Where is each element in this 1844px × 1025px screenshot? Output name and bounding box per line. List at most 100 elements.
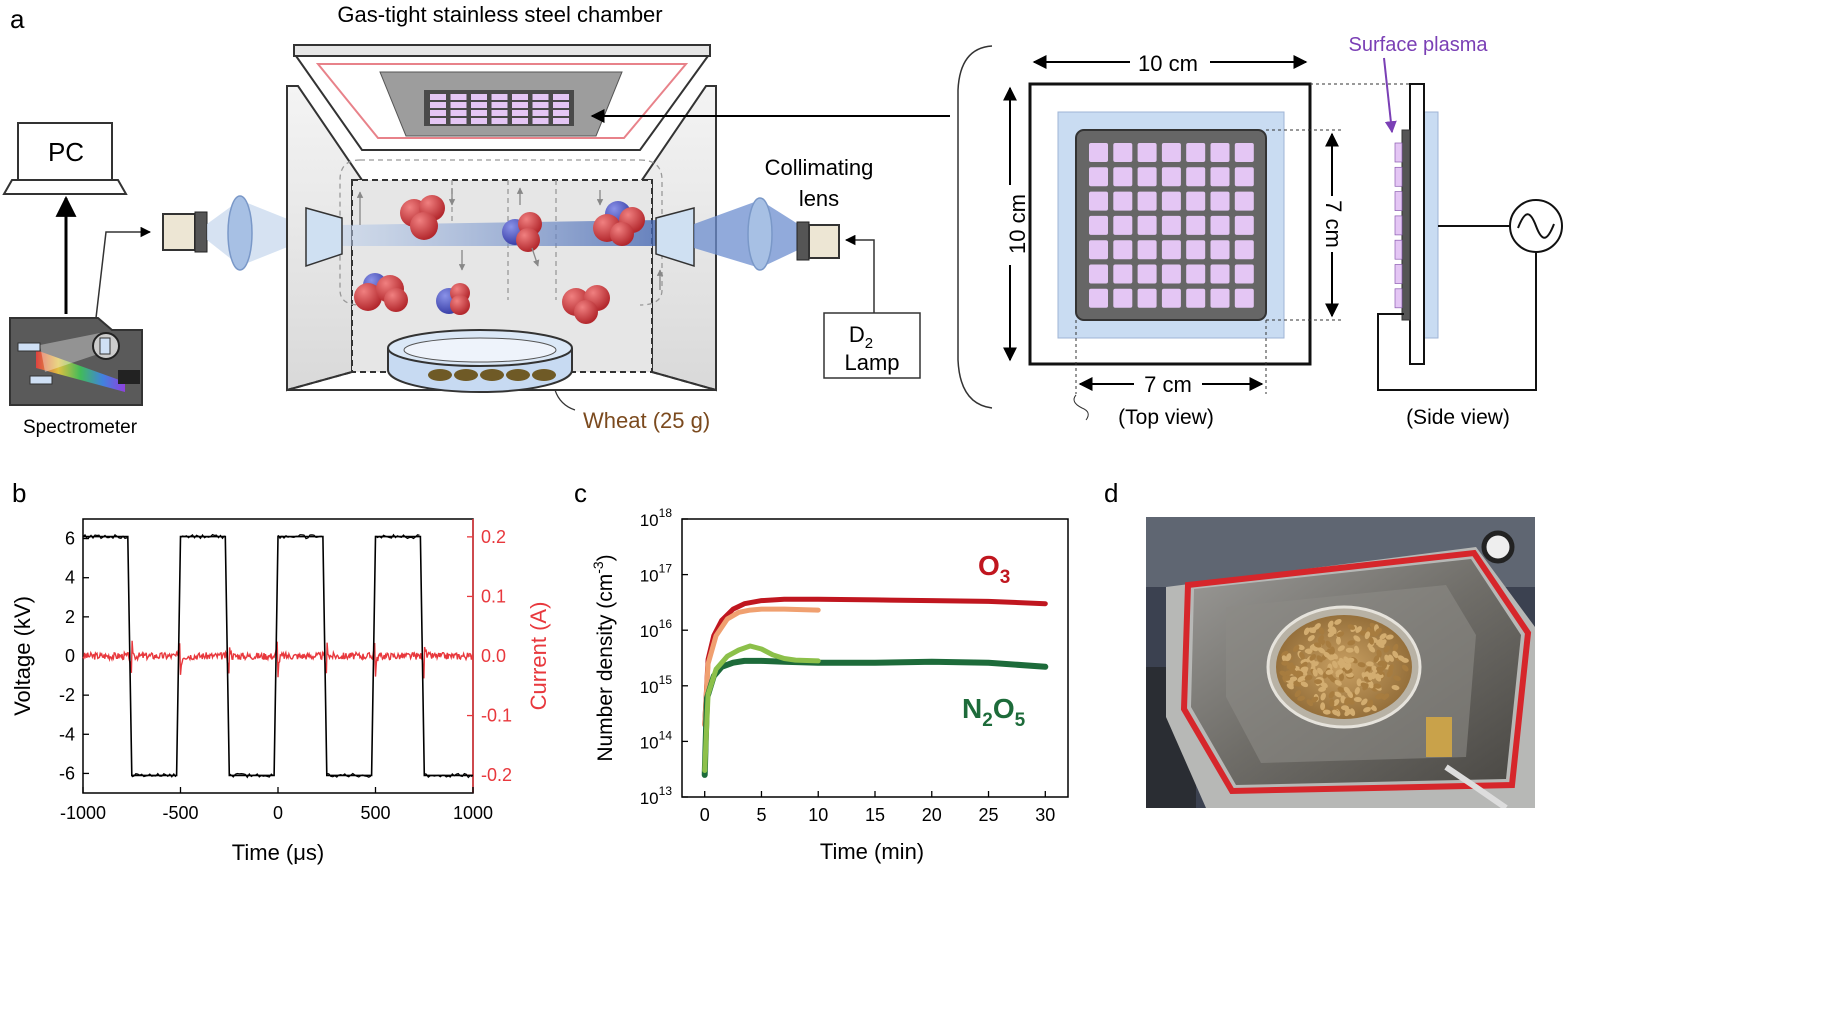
pc-label: PC [48,137,84,167]
grain [1353,635,1361,642]
grain [1353,645,1360,654]
side-plasma-cell [1394,191,1403,211]
d2-lamp-box [823,312,921,379]
collimating-lens-label-2: lens [799,186,839,211]
grain [1383,645,1390,653]
y-right-tick-label: -0.1 [481,706,512,726]
grain [1317,647,1326,654]
panel-a: a PC Spectrometer [2,2,1563,438]
lid-plasma-cell [491,118,508,124]
grain [1303,627,1310,636]
grain [1306,699,1314,707]
panel-c-plot-frame [681,518,1069,798]
voltage-plateau-noise [180,533,225,540]
grain [1290,669,1298,676]
lid-plasma-cell [512,110,528,116]
panel-b-ylabel-left: Voltage (kV) [10,596,35,716]
x-tick-label: 0 [700,805,710,825]
grain [1391,685,1400,691]
grain [1284,670,1293,676]
plasma-cell [1186,143,1206,162]
grain [1304,675,1313,681]
plasma-cell [1137,288,1157,308]
lamp-to-lens-arrow [844,234,875,314]
grain [1317,667,1324,675]
pc-laptop-icon [2,122,128,195]
grain [1292,644,1300,652]
inner-width-label: 7 cm [1144,372,1192,397]
grain [1297,676,1305,683]
grain [1344,709,1351,717]
figure: a PC Spectrometer [2,2,1563,865]
voltage-trace [82,533,473,779]
o3-label-sub: 3 [1000,567,1011,588]
plasma-cell [1137,264,1157,284]
plasma-cell [1113,167,1133,187]
lid-plasma-grid [430,94,569,124]
lid-plasma-cell [491,102,508,108]
inner-width-label-bg [1134,372,1202,396]
x-tick-label: -500 [162,803,198,823]
grain [1323,651,1331,659]
grain [1347,624,1356,630]
x-tick-label: 500 [360,803,390,823]
grain [1363,707,1371,713]
series-line [702,606,821,728]
grain [1322,709,1331,715]
plasma-cell [1234,288,1254,308]
side-plasma-cell [1394,239,1403,260]
inner-height-label-bg [1320,196,1346,252]
grain [1373,683,1382,689]
panel-b-letter: b [12,478,26,508]
grain [1325,669,1334,675]
surface-plasma-label: Surface plasma [1349,34,1489,56]
lid-plasma-cell [512,94,528,100]
lid-plasma-cell [553,94,569,100]
plasma-cell [1161,215,1181,235]
grain [1393,675,1401,681]
plasma-cell [1113,288,1133,308]
y-right-tick-label: 0.2 [481,527,506,547]
grain [1382,693,1390,700]
grain [1294,690,1301,698]
grain [1320,702,1326,711]
panel-c-ylabel-main: Number density (cm [594,574,617,762]
voltage-plateau-noise [326,772,372,778]
plasma-cell [1161,264,1181,284]
plasma-cell [1210,167,1230,187]
panel-b-axes: -1000 -500 0 500 1000 6 4 2 0 -2 -4 -6 0.2 0.1 0.0 -0.1… [59,527,512,823]
grain [1327,620,1334,629]
grain [1356,678,1362,687]
grain [1320,692,1326,701]
plasma-cell [1113,264,1133,284]
photo-tube [1444,764,1508,808]
lid-plasma-cell [512,118,528,124]
x-tick-label: 30 [1035,805,1055,825]
grain [1309,654,1317,661]
y-tick-label: 1013 [640,784,673,808]
grain [1388,654,1394,662]
plasma-cell [1137,191,1157,211]
grain [1286,683,1294,690]
grain [1366,699,1373,707]
voltage-plateau-noise [424,772,473,779]
panel-c-ylabel-exp: -3 [590,561,606,574]
grain [1386,669,1393,678]
grain [1353,696,1362,703]
plasma-cell [1089,264,1108,284]
outer-width-label: 10 cm [1138,51,1198,76]
grain [1337,686,1346,693]
y-tick-base: 10 [640,567,659,586]
lid-plasma-cell [450,102,467,108]
grain [1364,631,1371,640]
panel-a-letter: a [10,4,25,34]
grain [1375,694,1384,700]
grain [1327,626,1336,633]
grain [1281,660,1290,666]
no2-molecule-icon [502,212,542,252]
grain [1371,665,1378,673]
voltage-plateau-noise [131,772,177,778]
grain [1318,627,1325,635]
y-tick-exponent: 16 [659,617,673,631]
lid-plasma-cell [491,94,508,100]
